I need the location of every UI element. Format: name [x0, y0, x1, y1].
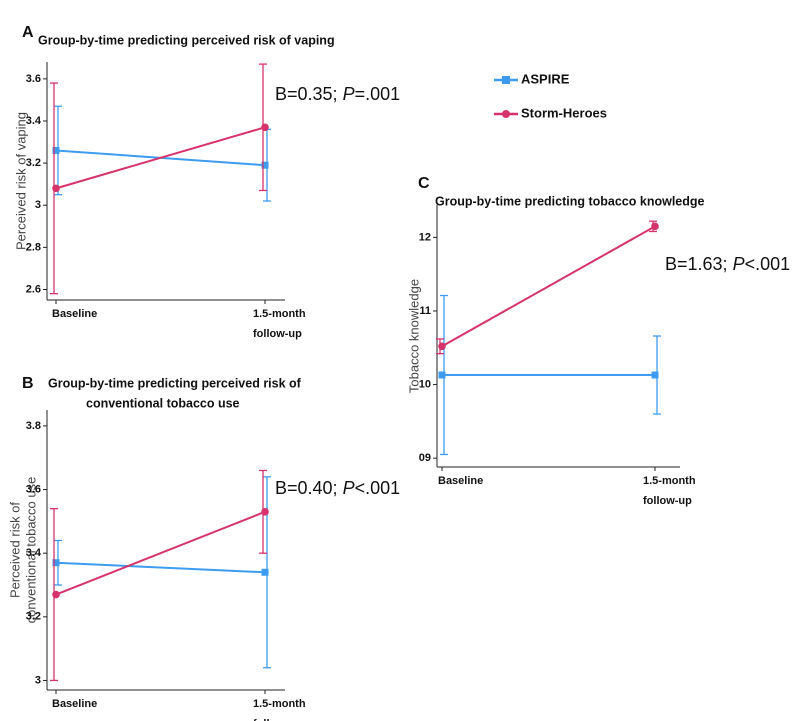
marker: [52, 590, 60, 599]
legend-label: ASPIRE: [521, 71, 570, 86]
marker: [52, 146, 60, 154]
annotation-part: =.001: [355, 84, 401, 104]
panel-label: B: [22, 375, 34, 392]
x-tick-label: Baseline: [52, 308, 97, 320]
marker: [261, 568, 269, 576]
x-tick-label: Baseline: [52, 698, 97, 710]
chart-title: Group-by-time predicting perceived risk …: [48, 376, 302, 390]
series-line: [55, 126, 266, 190]
marker: [261, 123, 269, 132]
y-tick-label: 3.6: [26, 483, 41, 495]
legend-marker: [502, 110, 510, 118]
y-tick-label: 3.2: [26, 611, 41, 623]
y-tick-label: 3: [35, 199, 41, 211]
panel-label: C: [418, 175, 430, 192]
y-tick-label: 3.4: [26, 115, 42, 127]
annotation-part: P: [343, 84, 355, 104]
x-tick-label: Baseline: [438, 475, 483, 487]
y-tick-label: 3.2: [26, 157, 41, 169]
annotation-part: P: [733, 254, 745, 274]
series-line: [55, 510, 266, 596]
y-tick-label: 3.4: [26, 547, 42, 559]
y-axis-label: Tobacco knowledge: [406, 279, 421, 393]
marker: [438, 371, 446, 379]
y-tick-label: 09: [419, 452, 431, 464]
annotation-part: B=1.63;: [665, 254, 733, 274]
y-tick-label: 3.8: [26, 420, 41, 432]
annotation-part: B=0.40;: [275, 478, 343, 498]
legend-label: Storm-Heroes: [521, 105, 607, 120]
y-tick-label: 2.6: [26, 283, 41, 295]
annotation-part: <.001: [355, 478, 401, 498]
marker: [261, 508, 269, 516]
marker: [52, 184, 60, 193]
legend-marker: [502, 76, 510, 84]
y-axis-label: conventional tobacco use: [23, 477, 38, 624]
marker: [52, 559, 60, 567]
annotation: B=0.40; P<.001: [275, 478, 400, 498]
annotation: B=0.35; P=.001: [275, 84, 400, 104]
y-tick-label: 3.6: [26, 73, 41, 85]
y-tick-label: 11: [419, 305, 431, 317]
y-tick-label: 2.8: [26, 241, 41, 253]
series-line: [55, 561, 266, 574]
annotation-part: P: [343, 478, 355, 498]
chart-title: Group-by-time predicting perceived risk …: [38, 33, 335, 47]
chart-title: Group-by-time predicting tobacco knowled…: [435, 194, 705, 208]
marker: [438, 342, 446, 351]
panel-label: A: [22, 24, 34, 41]
annotation-part: <.001: [745, 254, 791, 274]
chart-title: conventional tobacco use: [86, 396, 240, 410]
marker: [651, 371, 659, 379]
y-axis-label: Perceived risk of: [7, 502, 22, 598]
series-line: [441, 225, 656, 348]
y-tick-label: 12: [419, 231, 431, 243]
y-axis-label: Perceived risk of vaping: [13, 112, 28, 250]
y-tick-label: 3: [35, 674, 41, 686]
marker: [261, 161, 269, 169]
marker: [651, 222, 659, 231]
y-tick-label: 10: [419, 378, 431, 390]
annotation-part: B=0.35;: [275, 84, 343, 104]
annotation: B=1.63; P<.001: [665, 254, 790, 274]
